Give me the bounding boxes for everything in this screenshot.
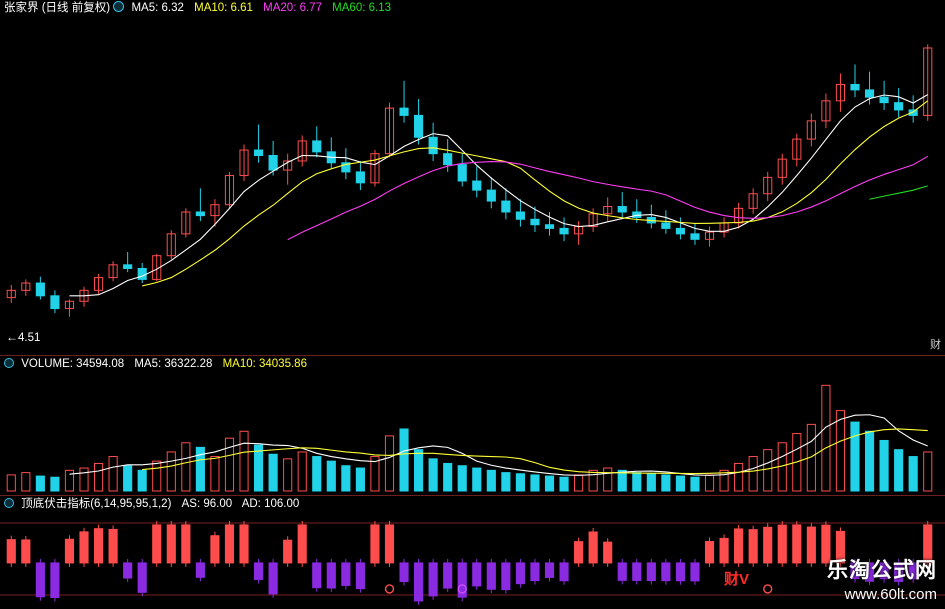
volume-legend: VOLUME: 34594.08 [21,358,124,370]
ma20-value: 6.77 [299,2,322,14]
sub-status-dot-icon [4,498,14,508]
ad-legend: AD: 106.00 [242,498,300,510]
vol-ma10-legend: MA10: 34035.86 [222,358,307,370]
price-panel: 张家界 (日线 前复权) MA5: 6.32 MA10: 6.61 MA20: … [0,0,945,356]
as-value: 96.00 [203,498,233,510]
ad-value: 106.00 [264,498,300,510]
ma10-value: 6.61 [230,2,253,14]
ma60-label: MA60 [332,2,363,14]
volume-status-dot-icon [4,358,14,368]
as-legend: AS: 96.00 [182,498,233,510]
price-axis-low-value: 4.51 [18,332,41,344]
price-axis-low-label: ←4.51 [6,330,41,344]
volume-sub-divider [0,495,945,496]
price-volume-divider [0,355,945,356]
ma10-label: MA10 [194,2,225,14]
price-panel-header: 张家界 (日线 前复权) MA5: 6.32 MA10: 6.61 MA20: … [0,0,945,16]
ad-label: AD: [241,498,261,510]
ma60-value: 6.13 [368,2,391,14]
ma60-legend: MA60: 6.13 [332,2,391,14]
sub-indicator-panel: 顶底伏击指标(6,14,95,95,1,2) AS: 96.00 AD: 106… [0,496,945,609]
volume-value: 34594.08 [76,358,125,370]
watermark-line2: www.60lt.com [844,586,937,603]
price-panel-title: 张家界 (日线 前复权) [4,2,111,14]
brand-logo: 财V [723,571,749,588]
ma20-label: MA20 [263,2,294,14]
ma5-legend: MA5: 6.32 [131,2,184,14]
ma5-value: 6.32 [161,2,184,14]
ma5-label: MA5 [131,2,156,14]
volume-panel-header: VOLUME: 34594.08 MA5: 36322.28 MA10: 340… [0,356,945,372]
volume-chart-canvas [6,384,933,492]
right-edge-label: 财 [930,339,941,351]
price-chart-canvas [6,44,933,317]
vol-ma10-value: 34035.86 [259,358,307,370]
as-label: AS: [181,498,201,510]
ma10-legend: MA10: 6.61 [194,2,253,14]
volume-label: VOLUME: [21,358,73,370]
vol-ma10-label: MA10 [222,358,253,370]
volume-panel: VOLUME: 34594.08 MA5: 36322.28 MA10: 340… [0,356,945,496]
status-dot-icon [113,1,125,12]
watermark: 乐淘公式网 www.60lt.com [827,554,937,603]
vol-ma5-legend: MA5: 36322.28 [134,358,213,370]
sub-chart-canvas [0,520,945,605]
vol-ma5-value: 36322.28 [164,358,213,370]
sub-panel-title: 顶底伏击指标(6,14,95,95,1,2) [21,498,172,510]
vol-ma5-label: MA5 [134,358,158,370]
ma20-legend: MA20: 6.77 [263,2,322,14]
sub-panel-header: 顶底伏击指标(6,14,95,95,1,2) AS: 96.00 AD: 106… [0,496,945,512]
watermark-line1: 乐淘公式网 [827,559,937,582]
